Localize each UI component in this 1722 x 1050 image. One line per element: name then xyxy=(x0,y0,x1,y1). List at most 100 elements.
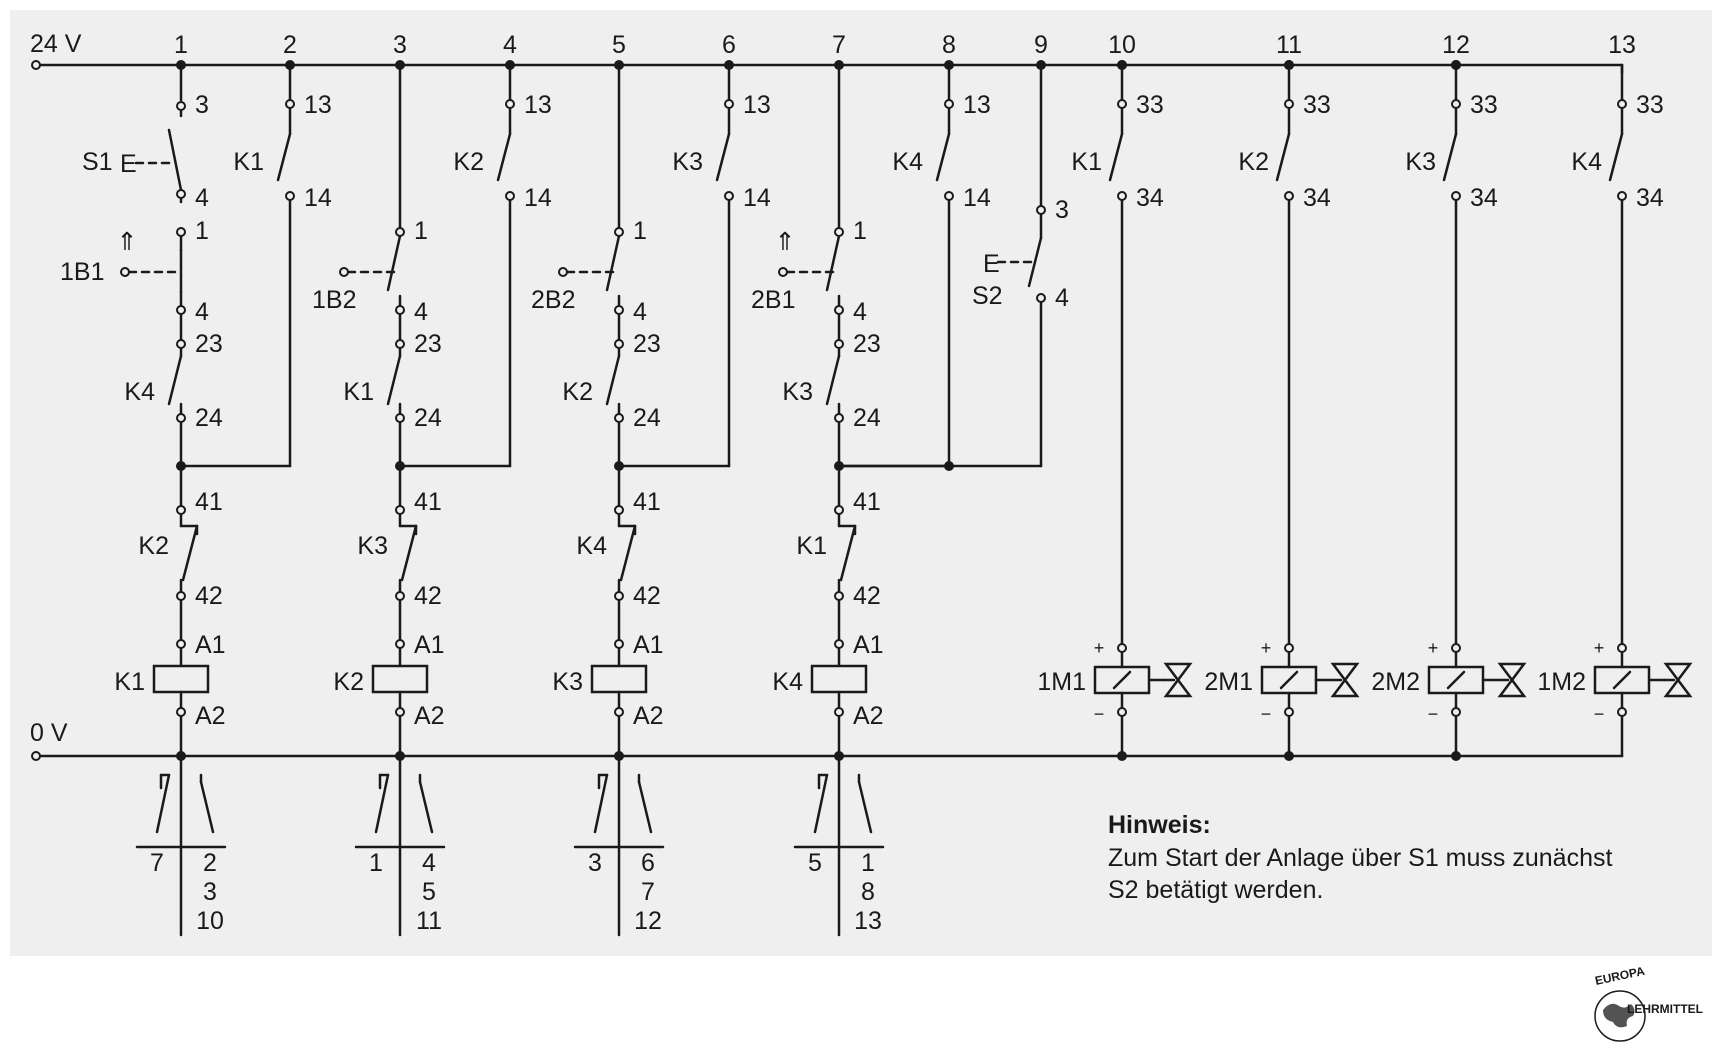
relay-path-4-nc-terminal-top xyxy=(834,505,844,515)
relay-path-1-hold-terminal-label: 14 xyxy=(304,184,332,212)
relay-path-4-hold-terminal-top xyxy=(944,99,954,109)
relay-path-3-coil xyxy=(590,664,648,694)
valve-path-4-minus-label: − xyxy=(1594,704,1605,724)
relay-path-3-table-nc-value: 3 xyxy=(588,849,602,877)
rail-junction-dot xyxy=(505,60,515,70)
relay-path-1-no-terminal-top xyxy=(176,339,186,349)
valve-path-2-terminal-label: 33 xyxy=(1303,91,1331,119)
relay-path-3-no-terminal-label: 24 xyxy=(633,404,661,432)
rail-24v-terminal xyxy=(31,60,41,70)
relay-path-4-no-contact-tag: K3 xyxy=(782,378,813,406)
wires xyxy=(34,63,1693,937)
valve-path-1-terminal-label: 33 xyxy=(1136,91,1164,119)
path-number-6: 6 xyxy=(722,31,736,59)
relay-path-3-nc-terminal-top xyxy=(614,505,624,515)
relay-path-1-table-no-value: 10 xyxy=(196,907,224,935)
valve-path-4-solenoid-slash xyxy=(1612,670,1632,690)
relay-path-3-hold-terminal-bottom xyxy=(724,191,734,201)
relay-path-1-coil xyxy=(152,664,210,694)
relay-path-3-no-terminal-top xyxy=(614,339,624,349)
relay-path-4-bottom-dot xyxy=(834,751,844,761)
valve-path-3-terminal-bottom xyxy=(1451,191,1461,201)
rail-junction-dot xyxy=(1036,60,1046,70)
relay-path-3-sensor-tag: 2B2 xyxy=(531,286,575,314)
logo-text-lehrmittel: LEHRMITTEL xyxy=(1627,1002,1703,1016)
relay-path-2-coil-terminal-a2 xyxy=(395,707,405,717)
relay-path-4-nc-terminal-label: 42 xyxy=(853,582,881,610)
valve-path-4-terminal-label: 34 xyxy=(1636,184,1664,212)
relay-path-1-coil-terminal-a2 xyxy=(176,707,186,717)
relay-path-2-bottom-dot xyxy=(395,751,405,761)
relay-path-3-sensor-terminal-label: 1 xyxy=(633,217,647,245)
relay-path-4-no-blade xyxy=(825,354,841,406)
relay-path-4-sensor-tag: 2B1 xyxy=(751,286,795,314)
valve-path-1-solenoid-plus-terminal xyxy=(1117,643,1127,653)
valve-path-1-top-dot xyxy=(1117,60,1127,70)
valve-path-2-plus-label: + xyxy=(1261,638,1272,658)
relay-path-1-sensor-terminal-bottom xyxy=(176,305,186,315)
relay-path-1-sensor-terminal-top xyxy=(176,227,186,237)
path-number-9: 9 xyxy=(1034,31,1048,59)
valve-icon xyxy=(1330,662,1360,698)
relay-path-3-hold-contact-tag: K3 xyxy=(672,148,703,176)
relay-path-1-bottom-dot xyxy=(176,751,186,761)
rail-junction-dot xyxy=(176,60,186,70)
relay-path-3-table-no-value: 12 xyxy=(634,907,662,935)
relay-path-2-no-terminal-top xyxy=(395,339,405,349)
relay-path-1-coil-terminal-label: A2 xyxy=(195,702,226,730)
relay-path-1-nc-terminal-label: 41 xyxy=(195,488,223,516)
relay-path-3-no-contact-tag: K2 xyxy=(562,378,593,406)
relay-path-3-table-no-symbol xyxy=(637,780,653,834)
relay-path-1-nc-terminal-bottom xyxy=(176,591,186,601)
rail-junction-dot xyxy=(395,60,405,70)
valve-path-3-solenoid-tag: 2M2 xyxy=(1371,668,1420,696)
relay-path-1-coil-terminal-label: A1 xyxy=(195,631,226,659)
relay-path-2-no-terminal-label: 24 xyxy=(414,404,442,432)
valve-path-1-solenoid-tag: 1M1 xyxy=(1037,668,1086,696)
relay-path-1-junction-dot xyxy=(176,461,186,471)
valve-path-2-solenoid-tag: 2M1 xyxy=(1204,668,1253,696)
valve-path-3-solenoid-slash xyxy=(1446,670,1466,690)
relay-path-2-hold-terminal-label: 13 xyxy=(524,91,552,119)
relay-path-3-coil-terminal-a2 xyxy=(614,707,624,717)
relay-path-1-coil-tag: K1 xyxy=(114,668,145,696)
relay-path-2-table-no-value: 11 xyxy=(416,907,442,935)
relay-path-3-table-nc-symbol xyxy=(593,773,609,834)
valve-path-2-terminal-top xyxy=(1284,99,1294,109)
start-switch-s1-terminal-bottom xyxy=(176,189,186,199)
relay-path-4-sensor-contact xyxy=(825,234,841,292)
valve-path-4-solenoid-tag: 1M2 xyxy=(1537,668,1586,696)
valve-path-4-contact-tag: K4 xyxy=(1571,148,1602,176)
relay-path-3-sensor-contact xyxy=(605,234,621,292)
note-line-2: S2 betätigt werden. xyxy=(1108,876,1323,904)
relay-path-1-nc-blade xyxy=(181,524,199,582)
relay-path-3-nc-terminal-label: 41 xyxy=(633,488,661,516)
relay-path-2-coil-terminal-label: A1 xyxy=(414,631,445,659)
relay-path-3-sensor-roller xyxy=(558,267,568,277)
relay-path-2-sensor-terminal-label: 4 xyxy=(414,298,428,326)
rail-junction-dot xyxy=(944,60,954,70)
relay-path-4-hold-terminal-label: 13 xyxy=(963,91,991,119)
path-number-12: 12 xyxy=(1442,31,1470,59)
relay-path-1-sensor-roller xyxy=(120,267,130,277)
rail-0v-terminal xyxy=(31,751,41,761)
relay-path-3-nc-terminal-label: 42 xyxy=(633,582,661,610)
relay-path-1-hold-blade xyxy=(276,132,292,182)
relay-path-2-table-nc-symbol xyxy=(374,773,390,834)
path-8-junction-dot xyxy=(944,461,954,471)
rail-junction-dot xyxy=(834,60,844,70)
valve-path-4-terminal-top xyxy=(1617,99,1627,109)
relay-path-2-hold-terminal-top xyxy=(505,99,515,109)
path-number-3: 3 xyxy=(393,31,407,59)
relay-path-2-coil-terminal-a1 xyxy=(395,639,405,649)
valve-path-3-solenoid-minus-terminal xyxy=(1451,707,1461,717)
relay-path-4-junction-dot xyxy=(834,461,844,471)
relay-path-2-coil-terminal-label: A2 xyxy=(414,702,445,730)
relay-path-2-hold-terminal-label: 14 xyxy=(524,184,552,212)
relay-path-2-table-no-value: 4 xyxy=(422,849,436,877)
start-switch-symbol: E xyxy=(120,150,137,178)
path-number-13: 13 xyxy=(1608,31,1636,59)
valve-path-1-terminal-top xyxy=(1117,99,1127,109)
relay-path-1-nc-contact-tag: K2 xyxy=(138,532,169,560)
relay-path-1-no-contact-tag: K4 xyxy=(124,378,155,406)
